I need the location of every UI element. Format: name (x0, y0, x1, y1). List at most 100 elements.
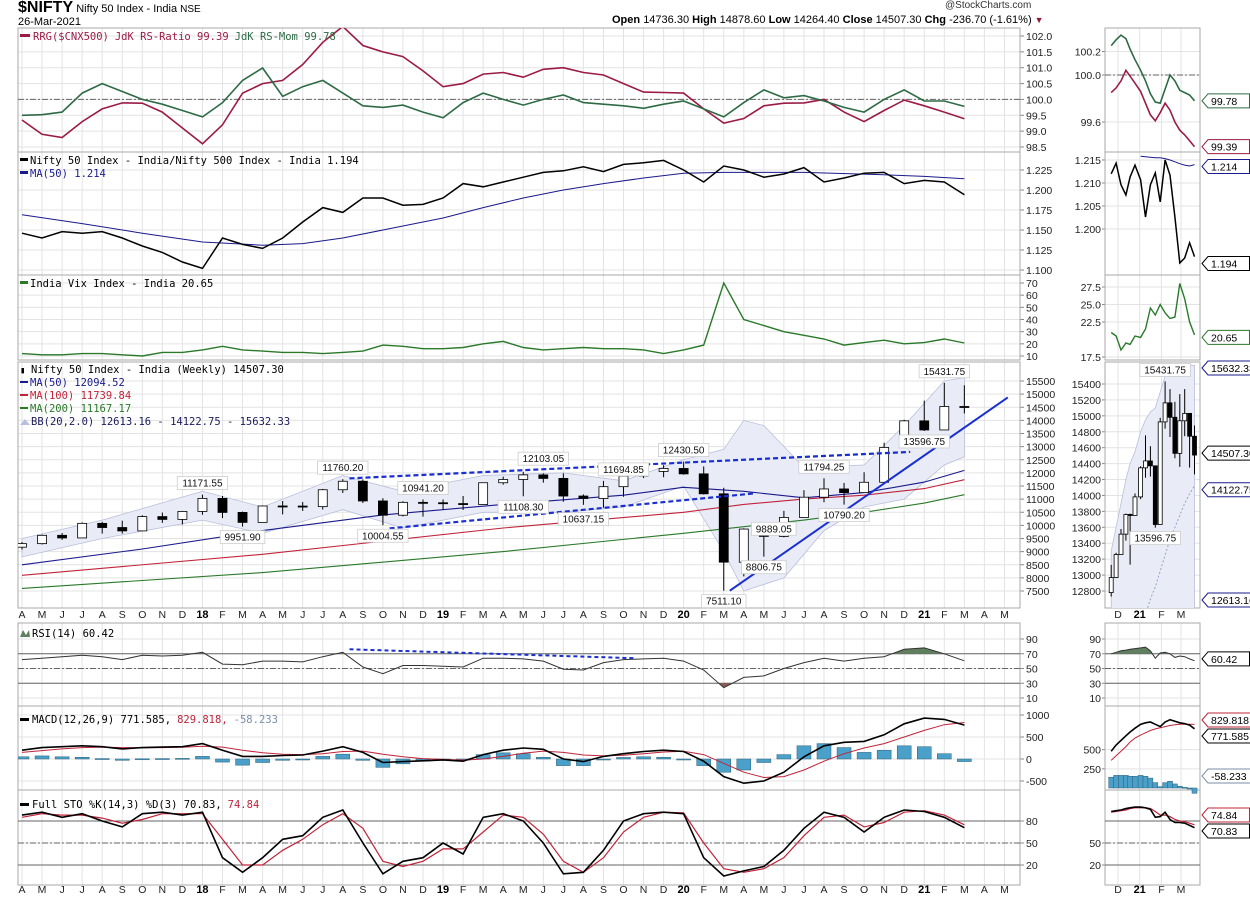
vix-legend: India Vix Index - India 20.65 (30, 278, 213, 290)
mini-vix-line (1110, 283, 1196, 352)
x-axis-label-bottom: S (119, 884, 126, 896)
price-candle (18, 541, 27, 550)
candle-body (18, 543, 27, 548)
ma200-line (21, 494, 965, 589)
mini-rs-momentum-line (1110, 34, 1196, 105)
y-tick-label-rs: 1.150 (1026, 225, 1052, 237)
low-value: 14264.40 (793, 14, 840, 26)
y-tick-label-price: 8000 (1026, 573, 1050, 585)
price-candle (37, 534, 47, 545)
x-axis-label-top: M (479, 609, 488, 621)
mini-panel-border-rsi (1104, 622, 1201, 707)
mini-y-tick-label-price: 14400 (1072, 459, 1101, 471)
price-candle (578, 494, 589, 505)
macd-histogram-bar (54, 756, 70, 760)
candle-body (1118, 533, 1124, 555)
y-tick-label-rs: 1.200 (1026, 185, 1052, 197)
chart-date: 26-Mar-2021 (18, 16, 81, 28)
y-tick-label-rsi: 70 (1026, 649, 1038, 661)
mini-y-tick-label-vix: 17.5 (1081, 352, 1102, 364)
y-tick-label-macd: 500 (1026, 732, 1044, 744)
mini-y-tick-label-vix: 27.5 (1081, 282, 1102, 294)
mini-y-tick-label-macd: 500 (1083, 745, 1101, 757)
mini-y-tick-label-sto: 50 (1089, 838, 1101, 850)
panel-border-rsi (17, 622, 1021, 707)
candle-body (277, 505, 288, 508)
mini-price-candle (1162, 381, 1168, 429)
price-candle (257, 505, 268, 523)
price-annotation-box (597, 462, 650, 477)
open-label: Open (612, 14, 641, 26)
mini-macd-value: 771.585 (1211, 731, 1249, 743)
candle-body (257, 505, 268, 523)
x-axis-label-bottom: A (500, 884, 507, 896)
candle-body (458, 503, 469, 505)
rs-momentum-line (21, 66, 965, 119)
x-axis-label-bottom: 20 (678, 884, 690, 896)
mini-macd-histogram-bar (1108, 776, 1114, 789)
price-annotation: 10637.15 (563, 515, 605, 526)
ma50-legend: MA(50) 12094.52 (30, 377, 125, 389)
mini-price-candle (1157, 417, 1163, 525)
mini-bb-middle-line (1147, 485, 1195, 608)
y-tick-label-rrg: 98.5 (1026, 142, 1047, 154)
price-annotation: 11171.55 (182, 479, 223, 490)
y-tick-label-rrg: 101.0 (1026, 63, 1052, 75)
price-annotation-box (798, 459, 850, 474)
mini-macd-histogram-bar (1113, 775, 1119, 789)
mini-macd-histogram-bar (1152, 782, 1159, 789)
price-annotation: 11108.30 (503, 502, 544, 513)
panel-border-price (17, 361, 1021, 609)
mini-vix-value: 20.65 (1211, 332, 1237, 344)
macd-legend-swatch (20, 718, 29, 721)
vix-legend-swatch (20, 281, 28, 284)
candle-body (578, 495, 589, 499)
rs-ma50-line (21, 171, 965, 246)
mini-macd-hist-value: -58.233 (1211, 771, 1247, 783)
price-candle (57, 532, 67, 540)
x-axis-label-bottom: M (759, 884, 768, 896)
price-candle (197, 494, 208, 515)
rrg-legend-mom: JdK RS-Mom 99.78 (235, 31, 336, 43)
x-axis-label-bottom: A (820, 884, 827, 896)
x-axis-label-top: M (960, 609, 969, 621)
x-axis-label-bottom: F (460, 884, 466, 896)
macd-histogram-bar (34, 755, 50, 760)
candle-body (819, 488, 829, 498)
close-label: Close (842, 14, 873, 26)
macd-histogram-bar (656, 756, 671, 760)
y-tick-label-price: 13500 (1026, 429, 1055, 441)
y-tick-label-price: 11500 (1026, 481, 1055, 493)
mini-x-axis-label-top: M (1177, 609, 1186, 621)
x-axis-label-bottom: F (941, 884, 947, 896)
mini-y-tick-label-rsi: 10 (1089, 693, 1101, 705)
mini-rsi-line (1111, 646, 1195, 662)
price-candle (658, 465, 669, 478)
y-tick-label-price: 7500 (1026, 586, 1050, 598)
price-candle (157, 512, 168, 523)
x-axis-label-bottom: M (238, 884, 247, 896)
bb-legend-swatch (20, 419, 30, 425)
ma200-legend-swatch (20, 407, 28, 409)
x-axis-label-bottom: A (259, 884, 266, 896)
mini-price-candle (1152, 465, 1158, 528)
price-annotation-box (497, 499, 549, 514)
mini-x-axis-label-top: F (1158, 609, 1164, 621)
mini-macd-histogram-bar (1177, 785, 1183, 789)
sto-legend-d: 74.84 (228, 799, 260, 811)
y-tick-label-vix: 40 (1026, 315, 1038, 327)
mini-x-axis-label-bottom: D (1114, 884, 1122, 896)
candle-body (839, 488, 849, 494)
mini-y-tick-label-rs: 1.200 (1075, 224, 1101, 236)
x-axis-label-top: J (801, 609, 806, 621)
x-axis-label-bottom: N (159, 884, 167, 896)
y-tick-label-rs: 1.225 (1026, 165, 1052, 177)
macd-histogram-bar (255, 758, 270, 763)
mini-y-tick-label-rsi: 70 (1089, 649, 1101, 661)
price-candle (337, 479, 348, 493)
y-tick-label-macd: 0 (1026, 754, 1032, 766)
x-axis-label-bottom: N (880, 884, 888, 896)
price-candle (518, 471, 529, 497)
mini-macd-histogram-bar (1191, 787, 1198, 794)
open-value: 14736.30 (643, 14, 690, 26)
